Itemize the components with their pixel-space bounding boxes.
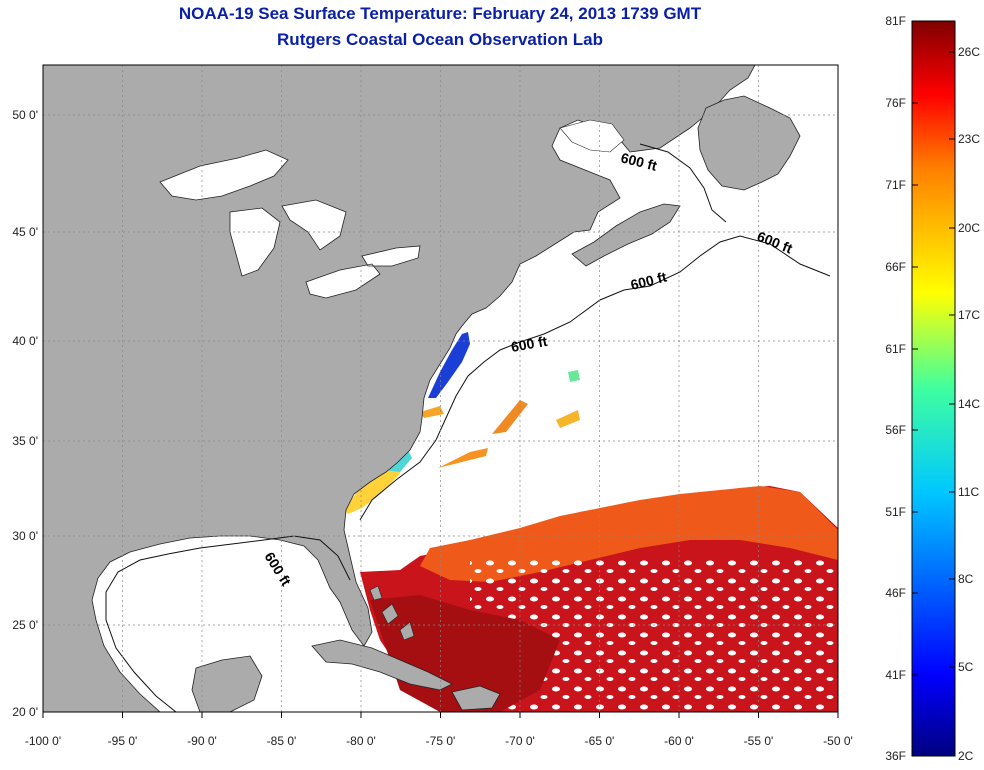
colorbar-f-label: 56F xyxy=(885,423,906,437)
colorbar-c-label: 20C xyxy=(958,221,980,235)
colorbar-c-label: 5C xyxy=(958,660,974,674)
colorbar-c-label: 2C xyxy=(958,749,974,763)
lon-tick-label: -55 0' xyxy=(744,734,774,748)
colorbar-f-label: 46F xyxy=(885,586,906,600)
map-subtitle: Rutgers Coastal Ocean Observation Lab xyxy=(277,30,603,49)
colorbar-f-label: 76F xyxy=(885,96,906,110)
gulfstream-patch-4 xyxy=(420,406,444,418)
lon-tick-label: -50 0' xyxy=(823,734,853,748)
bahamas-land xyxy=(369,585,415,641)
colorbar-f-label: 81F xyxy=(885,14,906,28)
colorbar-f-label: 61F xyxy=(885,342,906,356)
gulfstream-patch-5 xyxy=(568,370,580,382)
contour-600ft-north xyxy=(639,143,727,223)
colorbar-celsius-labels: 26C 23C 20C 17C 14C 11C 8C 5C 2C xyxy=(949,45,980,763)
st-lawrence-water xyxy=(559,119,625,153)
sst-orange-band xyxy=(420,486,838,582)
lat-tick-label: 35 0' xyxy=(12,434,38,448)
colorbar xyxy=(911,20,956,757)
nova-scotia-land xyxy=(571,203,681,267)
latitude-axis: 50 0' 45 0' 40 0' 35 0' 30 0' 25 0' 20 0' xyxy=(12,108,38,719)
colorbar-c-label: 23C xyxy=(958,132,980,146)
contour-label-4: 600 ft xyxy=(510,333,549,355)
colorbar-f-label: 41F xyxy=(885,668,906,682)
lon-tick-label: -100 0' xyxy=(25,734,61,748)
lon-tick-label: -60 0' xyxy=(664,734,694,748)
lon-tick-label: -65 0' xyxy=(585,734,615,748)
lon-tick-label: -90 0' xyxy=(187,734,217,748)
newfoundland-land xyxy=(697,95,801,191)
cuba-land xyxy=(311,639,453,691)
lon-tick-label: -70 0' xyxy=(505,734,535,748)
contour-600ft-east xyxy=(359,235,831,521)
colorbar-c-label: 17C xyxy=(958,308,980,322)
lat-tick-label: 20 0' xyxy=(12,705,38,719)
contour-600ft-gulf xyxy=(105,535,351,712)
colorbar-c-label: 26C xyxy=(958,45,980,59)
hispaniola-land xyxy=(451,685,501,711)
lat-tick-label: 30 0' xyxy=(12,529,38,543)
lon-tick-label: -75 0' xyxy=(426,734,456,748)
colorbar-f-label: 71F xyxy=(885,178,906,192)
lon-tick-label: -80 0' xyxy=(346,734,376,748)
gulfstream-patch xyxy=(438,448,488,468)
lat-tick-label: 25 0' xyxy=(12,618,38,632)
colorbar-c-label: 11C xyxy=(958,485,979,499)
north-america-land xyxy=(43,65,756,712)
lon-tick-label: -85 0' xyxy=(267,734,297,748)
lat-tick-label: 40 0' xyxy=(12,334,38,348)
colorbar-c-label: 8C xyxy=(958,572,974,586)
colorbar-f-label: 51F xyxy=(885,505,906,519)
colorbar-fahrenheit-labels: 81F 76F 71F 66F 61F 56F 51F 46F 41F 36F xyxy=(885,14,918,763)
colorbar-f-label: 66F xyxy=(885,260,906,274)
lat-tick-label: 50 0' xyxy=(12,108,38,122)
colorbar-f-label: 36F xyxy=(885,749,906,763)
map-title: NOAA-19 Sea Surface Temperature: Februar… xyxy=(178,4,702,23)
great-lakes-water xyxy=(159,149,421,299)
lat-tick-label: 45 0' xyxy=(12,225,38,239)
mid-atlantic-cold-water xyxy=(428,332,470,398)
lon-tick-label: -95 0' xyxy=(108,734,138,748)
gulfstream-patch-3 xyxy=(556,410,580,428)
longitude-axis: -100 0' -95 0' -90 0' -85 0' -80 0' -75 0' -70… xyxy=(25,712,853,748)
gulfstream-patch-2 xyxy=(492,400,528,434)
yucatan-land xyxy=(191,655,263,712)
colorbar-c-label: 14C xyxy=(958,397,980,411)
